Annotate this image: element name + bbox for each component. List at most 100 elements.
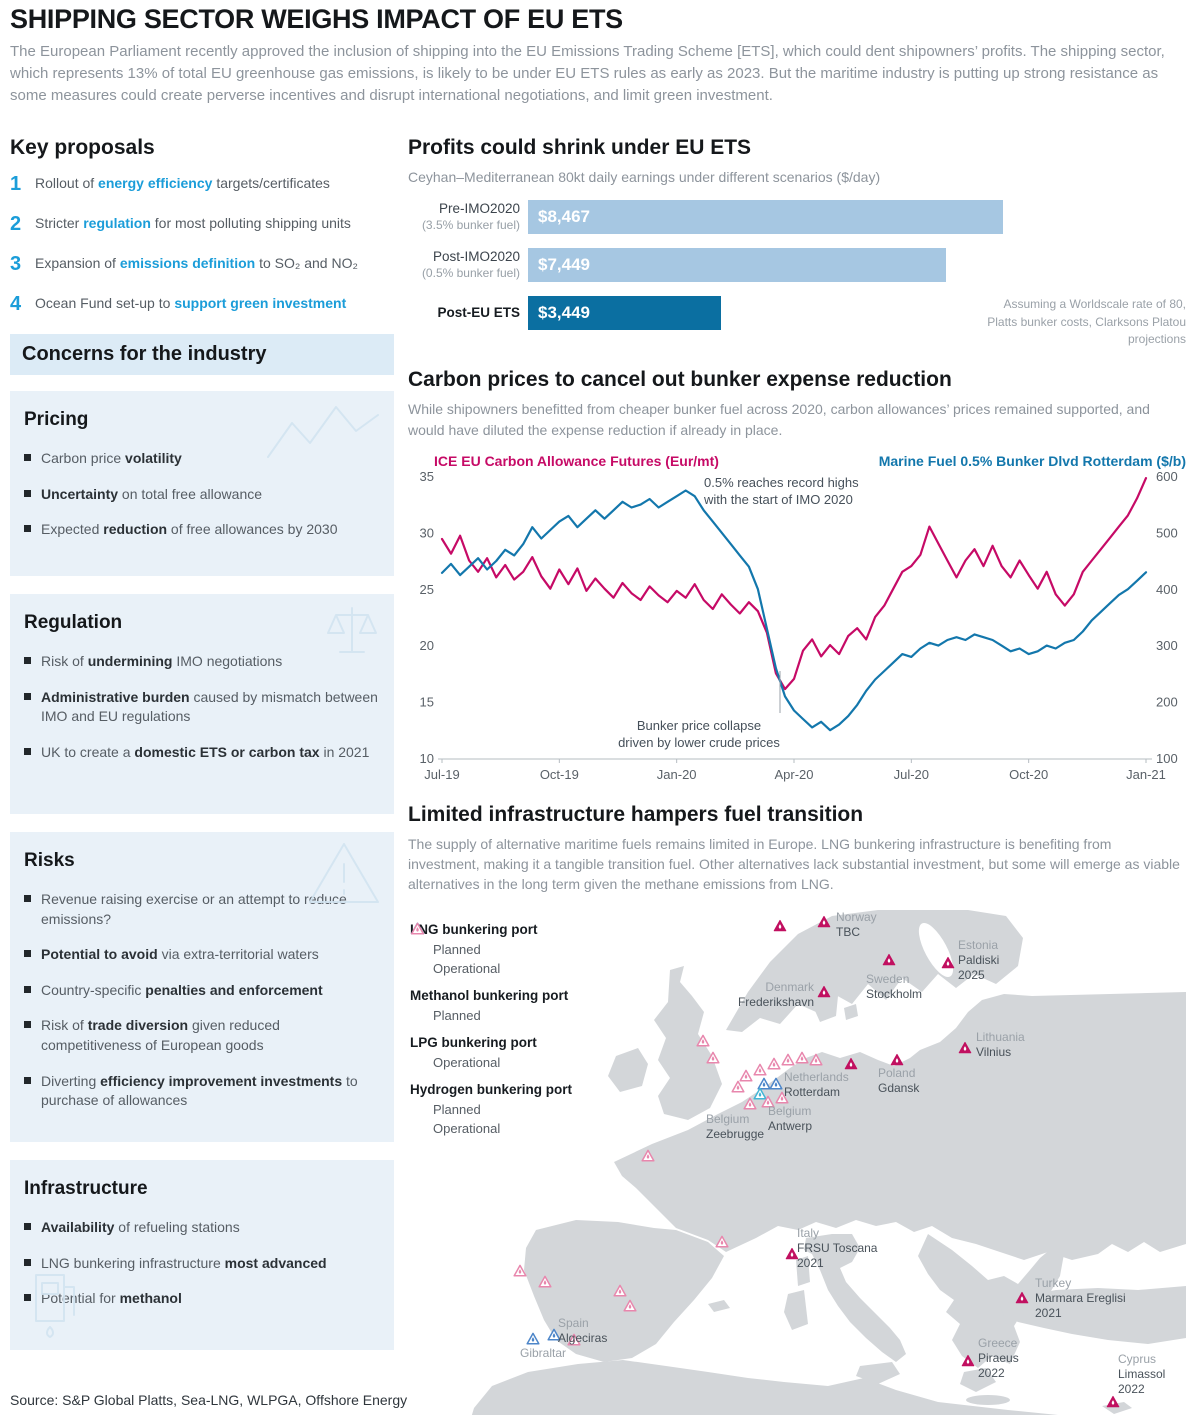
concern-bullet-text: Expected reduction of free allowances by… xyxy=(41,520,338,540)
concern-section-regulation: Regulation Risk of undermining IMO negoti… xyxy=(10,594,394,814)
europe-map-svg xyxy=(471,909,1186,1415)
marker-droplet xyxy=(963,1046,967,1051)
line-chart: Jul-19 Oct-19 Jan-20 Apr-20 Jul-20 Oct-20 Jan-… xyxy=(408,471,1186,789)
port-marker-lpg-operational xyxy=(753,1087,767,1100)
hydrogen-planned-icon xyxy=(410,922,425,1116)
land-mainland xyxy=(614,991,1186,1260)
left-axis-label: 15 xyxy=(420,694,434,709)
text-segment: Uncertainty xyxy=(41,485,119,502)
marker-droplet xyxy=(790,1252,794,1257)
bullet-square-icon xyxy=(24,747,31,755)
bar-label-sub: (0.5% bunker fuel) xyxy=(421,266,520,281)
land-north-africa xyxy=(471,1359,1061,1415)
concern-bullet-text: Risk of trade diversion given reduced co… xyxy=(41,1016,380,1055)
marker-droplet xyxy=(800,1056,804,1061)
text-segment: UK to create a xyxy=(41,743,135,760)
text-segment: Potential to avoid xyxy=(41,946,158,963)
text-segment: Potential for xyxy=(41,1290,120,1307)
left-axis-label: 30 xyxy=(420,525,434,540)
text-segment: most advanced xyxy=(224,1254,327,1271)
concern-section-risks: Risks Revenue raising exercise or an atte… xyxy=(10,832,394,1142)
port-marker-methanol-planned xyxy=(547,1328,561,1341)
port-marker-methanol-planned xyxy=(526,1332,540,1345)
map-legend-group: LNG bunkering port Planned Operational xyxy=(410,922,600,976)
text-segment: Stricter xyxy=(35,215,84,231)
legend-marker-svg xyxy=(410,922,425,935)
port-marker-lng-planned xyxy=(941,956,955,969)
text-segment: of free allowances by 2030 xyxy=(167,521,338,538)
text-segment: penalties and enforcement xyxy=(145,981,323,998)
bullet-square-icon xyxy=(24,1294,31,1302)
port-marker-lng-planned xyxy=(817,915,831,928)
bullet-square-icon xyxy=(24,525,31,533)
marker-droplet xyxy=(572,1338,576,1343)
land-turkey xyxy=(1000,1285,1186,1344)
annotation-line: 0.5% reaches record highs xyxy=(704,474,859,490)
port-marker-lng-operational xyxy=(809,1053,823,1066)
marker-droplet xyxy=(1111,1400,1115,1405)
port-marker-lng-operational xyxy=(513,1264,527,1277)
bar-value: $7,449 xyxy=(538,255,590,275)
concerns-title: Concerns for the industry xyxy=(22,343,267,365)
port-marker-lng-planned xyxy=(817,985,831,998)
marker-droplet xyxy=(778,924,782,929)
line-chart-section: Carbon prices to cancel out bunker expen… xyxy=(408,368,1186,789)
marker-droplet xyxy=(748,1102,752,1107)
port-marker-lng-operational xyxy=(538,1275,552,1288)
text-segment: efficiency improvement investments xyxy=(100,1072,343,1089)
concern-bullet-item: Administrative burden caused by mismatch… xyxy=(24,688,380,727)
concern-bullet-text: LNG bunkering infrastructure most advanc… xyxy=(41,1254,327,1274)
concern-bullet-item: Expected reduction of free allowances by… xyxy=(24,520,380,540)
concern-bullet-text: Diverting efficiency improvement investm… xyxy=(41,1072,380,1111)
text-segment: given reduced competitiveness of Europea… xyxy=(41,1017,280,1053)
port-marker-methanol-planned xyxy=(769,1077,783,1090)
concern-bullet-item: Uncertainty on total free allowance xyxy=(24,485,380,505)
legend-marine-fuel: Marine Fuel 0.5% Bunker Dlvd Rotterdam (… xyxy=(878,452,1186,469)
concern-bullet-text: Potential for methanol xyxy=(41,1289,182,1309)
key-proposal-number: 4 xyxy=(10,293,22,315)
right-column: Profits could shrink under EU ETS Ceyhan… xyxy=(408,136,1186,1415)
right-axis-label: 400 xyxy=(1156,582,1178,597)
key-proposal-item: 2 Stricter regulation for most polluting … xyxy=(10,214,394,234)
text-segment: caused by mismatch between IMO and EU re… xyxy=(41,688,378,725)
concern-bullet-item: Country-specific penalties and enforceme… xyxy=(24,981,380,1001)
land-peloponnese xyxy=(960,1367,996,1392)
marker-droplet xyxy=(946,961,950,966)
header: SHIPPING SECTOR WEIGHS IMPACT OF EU ETS … xyxy=(10,4,1190,106)
concern-bullet-item: Revenue raising exercise or an attempt t… xyxy=(24,890,380,929)
land-balearics xyxy=(708,1299,730,1312)
text-segment: trade diversion xyxy=(87,1017,189,1034)
text-segment: Risk of xyxy=(41,1017,88,1034)
land-ireland xyxy=(608,1047,648,1092)
key-proposal-item: 4 Ocean Fund set-up to support green inve… xyxy=(10,294,394,314)
marker-droplet xyxy=(744,1074,748,1079)
key-proposal-text: Expansion of emissions definition to SO₂… xyxy=(35,254,358,274)
text-segment: Country-specific xyxy=(41,981,146,998)
page-title: SHIPPING SECTOR WEIGHS IMPACT OF EU ETS xyxy=(10,4,623,34)
port-marker-lng-operational xyxy=(706,1051,720,1064)
lng-planned-icon xyxy=(410,922,425,956)
line-chart-subtitle: While shipowners benefitted from cheaper… xyxy=(408,401,1150,438)
text-segment: regulation xyxy=(83,215,151,231)
line-chart-legend: ICE EU Carbon Allowance Futures (Eur/mt)… xyxy=(408,453,1186,469)
marker-droplet xyxy=(646,1154,650,1159)
map-legend-entry: Operational xyxy=(410,922,600,1070)
text-segment: Carbon price xyxy=(41,450,126,466)
legend-carbon-futures: ICE EU Carbon Allowance Futures (Eur/mt) xyxy=(434,452,719,469)
port-marker-lng-planned xyxy=(1106,1395,1120,1408)
text-segment: on total free allowance xyxy=(118,485,263,502)
map-legend-entry: Planned xyxy=(410,922,600,1023)
port-marker-lng-operational xyxy=(743,1097,757,1110)
text-segment: of refueling stations xyxy=(114,1219,240,1235)
text-segment: Expected xyxy=(41,521,104,538)
port-marker-lng-operational xyxy=(623,1299,637,1312)
map-legend-group: Hydrogen bunkering port Planned Operationa… xyxy=(410,922,600,1136)
marker-droplet xyxy=(822,920,826,925)
land-crete xyxy=(966,1394,1010,1405)
intro-text: The European Parliament recently approve… xyxy=(10,43,1165,104)
port-marker-hydrogen-operational xyxy=(761,1095,775,1108)
concern-bullet-item: Potential for methanol xyxy=(24,1289,380,1309)
marker-droplet xyxy=(618,1289,622,1294)
port-marker-lng-planned xyxy=(785,1247,799,1260)
land-corsica xyxy=(796,1255,810,1286)
